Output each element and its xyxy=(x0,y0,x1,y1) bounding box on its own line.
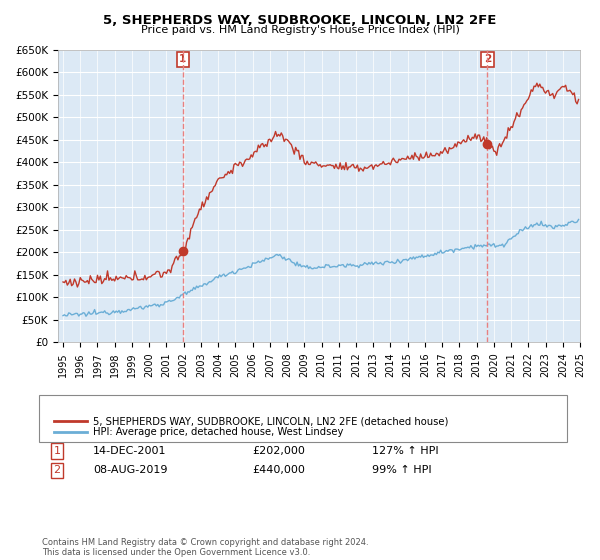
Text: 2: 2 xyxy=(484,54,491,64)
Text: £202,000: £202,000 xyxy=(252,446,305,456)
Text: 2: 2 xyxy=(53,465,61,475)
Text: 08-AUG-2019: 08-AUG-2019 xyxy=(93,465,167,475)
Text: 14-DEC-2001: 14-DEC-2001 xyxy=(93,446,167,456)
Text: 5, SHEPHERDS WAY, SUDBROOKE, LINCOLN, LN2 2FE: 5, SHEPHERDS WAY, SUDBROOKE, LINCOLN, LN… xyxy=(103,14,497,27)
Text: 127% ↑ HPI: 127% ↑ HPI xyxy=(372,446,439,456)
Text: Contains HM Land Registry data © Crown copyright and database right 2024.
This d: Contains HM Land Registry data © Crown c… xyxy=(42,538,368,557)
Text: 99% ↑ HPI: 99% ↑ HPI xyxy=(372,465,431,475)
Text: 1: 1 xyxy=(53,446,61,456)
Text: £440,000: £440,000 xyxy=(252,465,305,475)
Text: 1: 1 xyxy=(179,54,187,64)
Text: 5, SHEPHERDS WAY, SUDBROOKE, LINCOLN, LN2 2FE (detached house): 5, SHEPHERDS WAY, SUDBROOKE, LINCOLN, LN… xyxy=(93,416,448,426)
Text: Price paid vs. HM Land Registry's House Price Index (HPI): Price paid vs. HM Land Registry's House … xyxy=(140,25,460,35)
Text: HPI: Average price, detached house, West Lindsey: HPI: Average price, detached house, West… xyxy=(93,427,343,437)
